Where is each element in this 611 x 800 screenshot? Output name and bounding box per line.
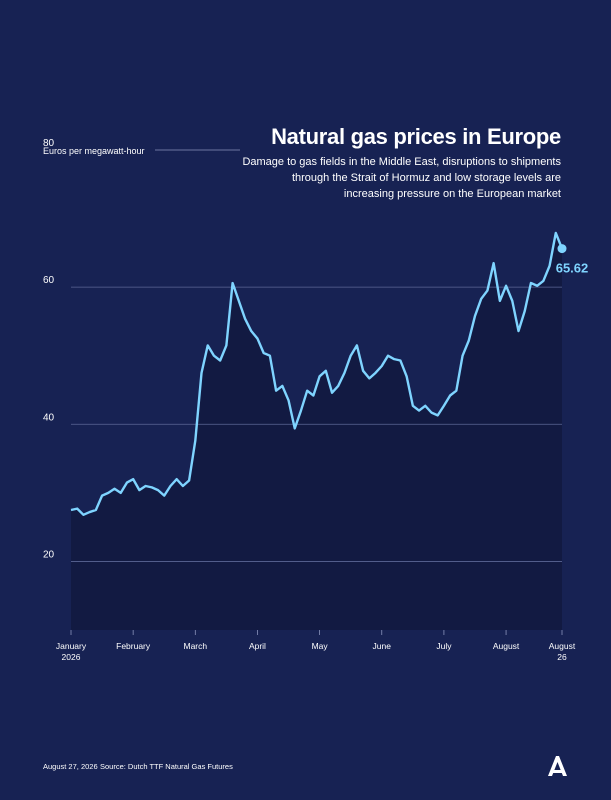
x-tick-label: June — [372, 641, 391, 651]
x-tick-label: March — [183, 641, 208, 651]
footer-date: August 27, 2026 — [43, 762, 98, 771]
x-tick-label: May — [311, 641, 328, 651]
value-label: 65.62 — [556, 261, 589, 276]
x-tick-label: January 2026 — [55, 641, 87, 662]
footer-source: Source: Dutch TTF Natural Gas Futures — [100, 762, 233, 771]
y-tick-label: 60 — [43, 275, 55, 286]
end-marker — [557, 244, 567, 254]
area — [71, 232, 562, 630]
logo — [548, 756, 567, 776]
x-tick-label: February — [116, 641, 151, 651]
chart-subtitle: Damage to gas fields in the Middle East,… — [242, 156, 561, 200]
line — [70, 231, 564, 516]
x-tick-label: August 26 — [548, 641, 576, 662]
y-tick-label: 80 — [43, 138, 55, 149]
y-tick-label: 40 — [43, 412, 55, 423]
x-tick-label: July — [436, 641, 452, 651]
y-tick-label: 20 — [43, 549, 55, 560]
y-axis-label: Euros per megawatt-hour — [43, 146, 145, 156]
x-tick-label: April — [248, 641, 266, 651]
chart-title: Natural gas prices in Europe — [271, 124, 561, 149]
x-tick-label: August — [492, 641, 520, 651]
